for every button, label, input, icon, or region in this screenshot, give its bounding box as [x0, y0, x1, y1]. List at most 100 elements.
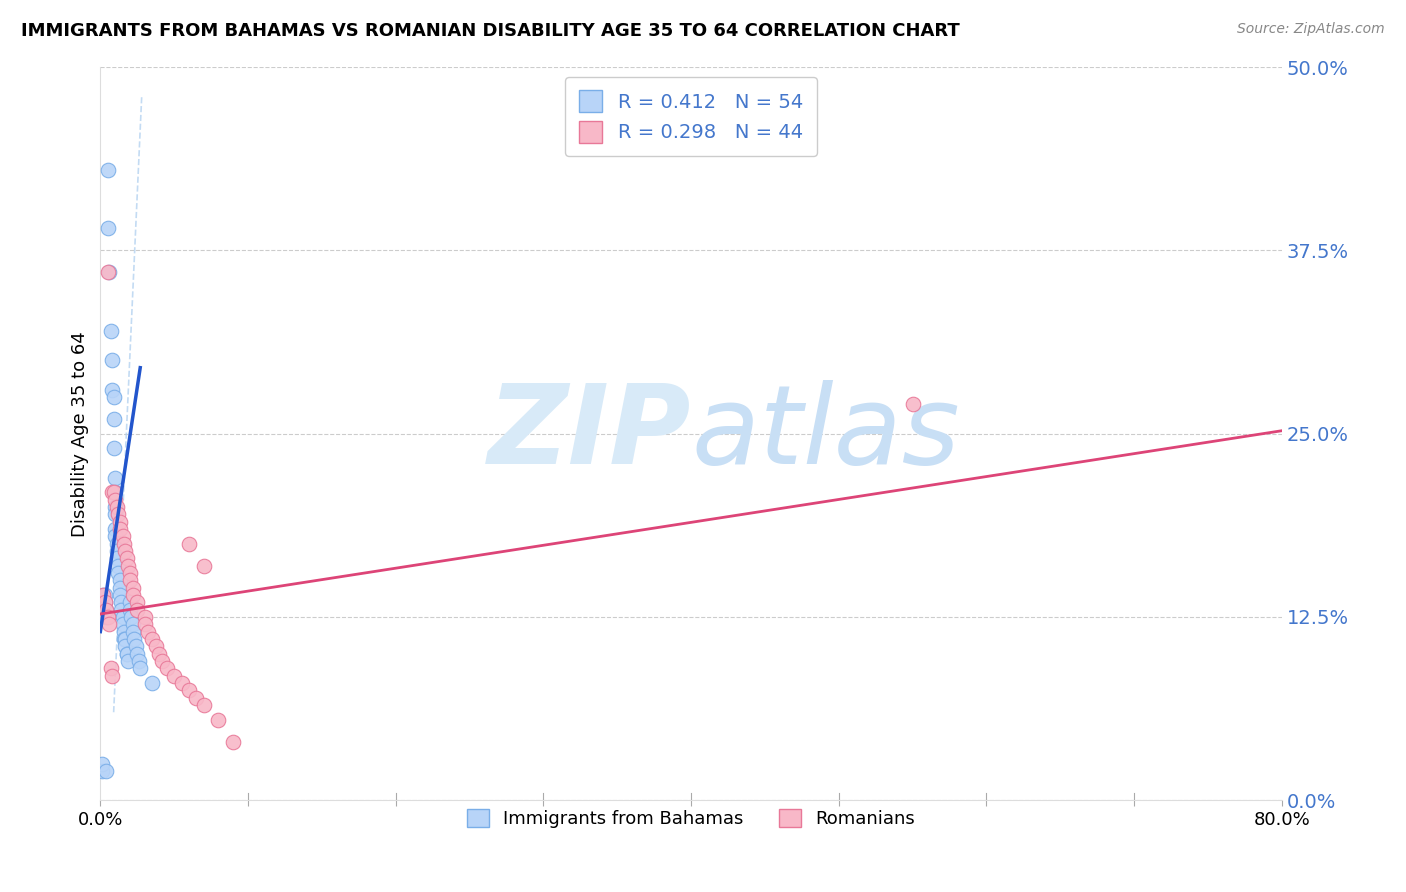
Point [118, 574, 141, 588]
Y-axis label: Disability Age 35 to 64: Disability Age 35 to 64 [72, 331, 89, 536]
Point [177, 683, 200, 698]
Point [901, 397, 924, 411]
Point [97, 162, 120, 177]
Point [121, 624, 143, 639]
Point [101, 353, 124, 368]
Text: atlas: atlas [692, 380, 960, 487]
Point [129, 661, 152, 675]
Point [124, 632, 146, 646]
Point [111, 529, 134, 543]
Point [117, 558, 139, 573]
Point [193, 558, 215, 573]
Point [104, 508, 127, 522]
Point [120, 610, 142, 624]
Point [141, 676, 163, 690]
Point [108, 574, 131, 588]
Point [100, 324, 122, 338]
Point [107, 508, 129, 522]
Point [90, 764, 112, 778]
Point [97, 610, 120, 624]
Point [121, 581, 143, 595]
Point [107, 558, 129, 573]
Point [110, 595, 132, 609]
Point [127, 602, 149, 616]
Point [121, 588, 143, 602]
Point [148, 647, 170, 661]
Point [94, 588, 117, 602]
Point [127, 647, 149, 661]
Point [91, 588, 114, 602]
Point [112, 624, 135, 639]
Legend: Immigrants from Bahamas, Romanians: Immigrants from Bahamas, Romanians [460, 801, 922, 835]
Point [170, 676, 193, 690]
Text: Source: ZipAtlas.com: Source: ZipAtlas.com [1237, 22, 1385, 37]
Point [111, 610, 134, 624]
Point [96, 602, 118, 616]
Point [103, 412, 125, 426]
Point [118, 595, 141, 609]
Point [114, 632, 136, 646]
Point [103, 442, 125, 456]
Point [177, 536, 200, 550]
Point [103, 390, 125, 404]
Point [105, 551, 128, 566]
Point [121, 617, 143, 632]
Point [127, 595, 149, 609]
Point [111, 617, 134, 632]
Text: ZIP: ZIP [488, 380, 692, 487]
Point [128, 654, 150, 668]
Point [222, 734, 245, 748]
Point [104, 470, 127, 484]
Point [104, 485, 127, 500]
Point [108, 581, 131, 595]
Point [114, 640, 136, 654]
Point [96, 764, 118, 778]
Point [110, 602, 132, 616]
Point [134, 610, 156, 624]
Point [186, 690, 208, 705]
Point [104, 522, 127, 536]
Point [91, 588, 114, 602]
Point [134, 617, 156, 632]
Point [94, 595, 117, 609]
Text: IMMIGRANTS FROM BAHAMAS VS ROMANIAN DISABILITY AGE 35 TO 64 CORRELATION CHART: IMMIGRANTS FROM BAHAMAS VS ROMANIAN DISA… [21, 22, 960, 40]
Point [193, 698, 215, 712]
Point [97, 265, 120, 279]
Point [117, 654, 139, 668]
Point [112, 632, 135, 646]
Point [105, 500, 128, 514]
Point [96, 602, 118, 616]
Point [98, 617, 121, 632]
Point [108, 588, 131, 602]
Point [125, 640, 148, 654]
Point [101, 668, 124, 682]
Point [94, 595, 117, 609]
Point [141, 632, 163, 646]
Point [145, 640, 167, 654]
Point [114, 544, 136, 558]
Point [118, 566, 141, 580]
Point [107, 566, 129, 580]
Point [104, 492, 127, 507]
Point [108, 515, 131, 529]
Point [90, 756, 112, 771]
Point [91, 595, 114, 609]
Point [97, 221, 120, 235]
Point [108, 522, 131, 536]
Point [150, 654, 173, 668]
Point [101, 485, 124, 500]
Point [103, 485, 125, 500]
Point [96, 610, 118, 624]
Point [98, 265, 121, 279]
Point [115, 647, 138, 661]
Point [112, 536, 135, 550]
Point [118, 602, 141, 616]
Point [100, 661, 122, 675]
Point [163, 668, 186, 682]
Point [104, 500, 127, 514]
Point [207, 713, 229, 727]
Point [104, 529, 127, 543]
Point [105, 536, 128, 550]
Point [101, 383, 124, 397]
Point [156, 661, 179, 675]
